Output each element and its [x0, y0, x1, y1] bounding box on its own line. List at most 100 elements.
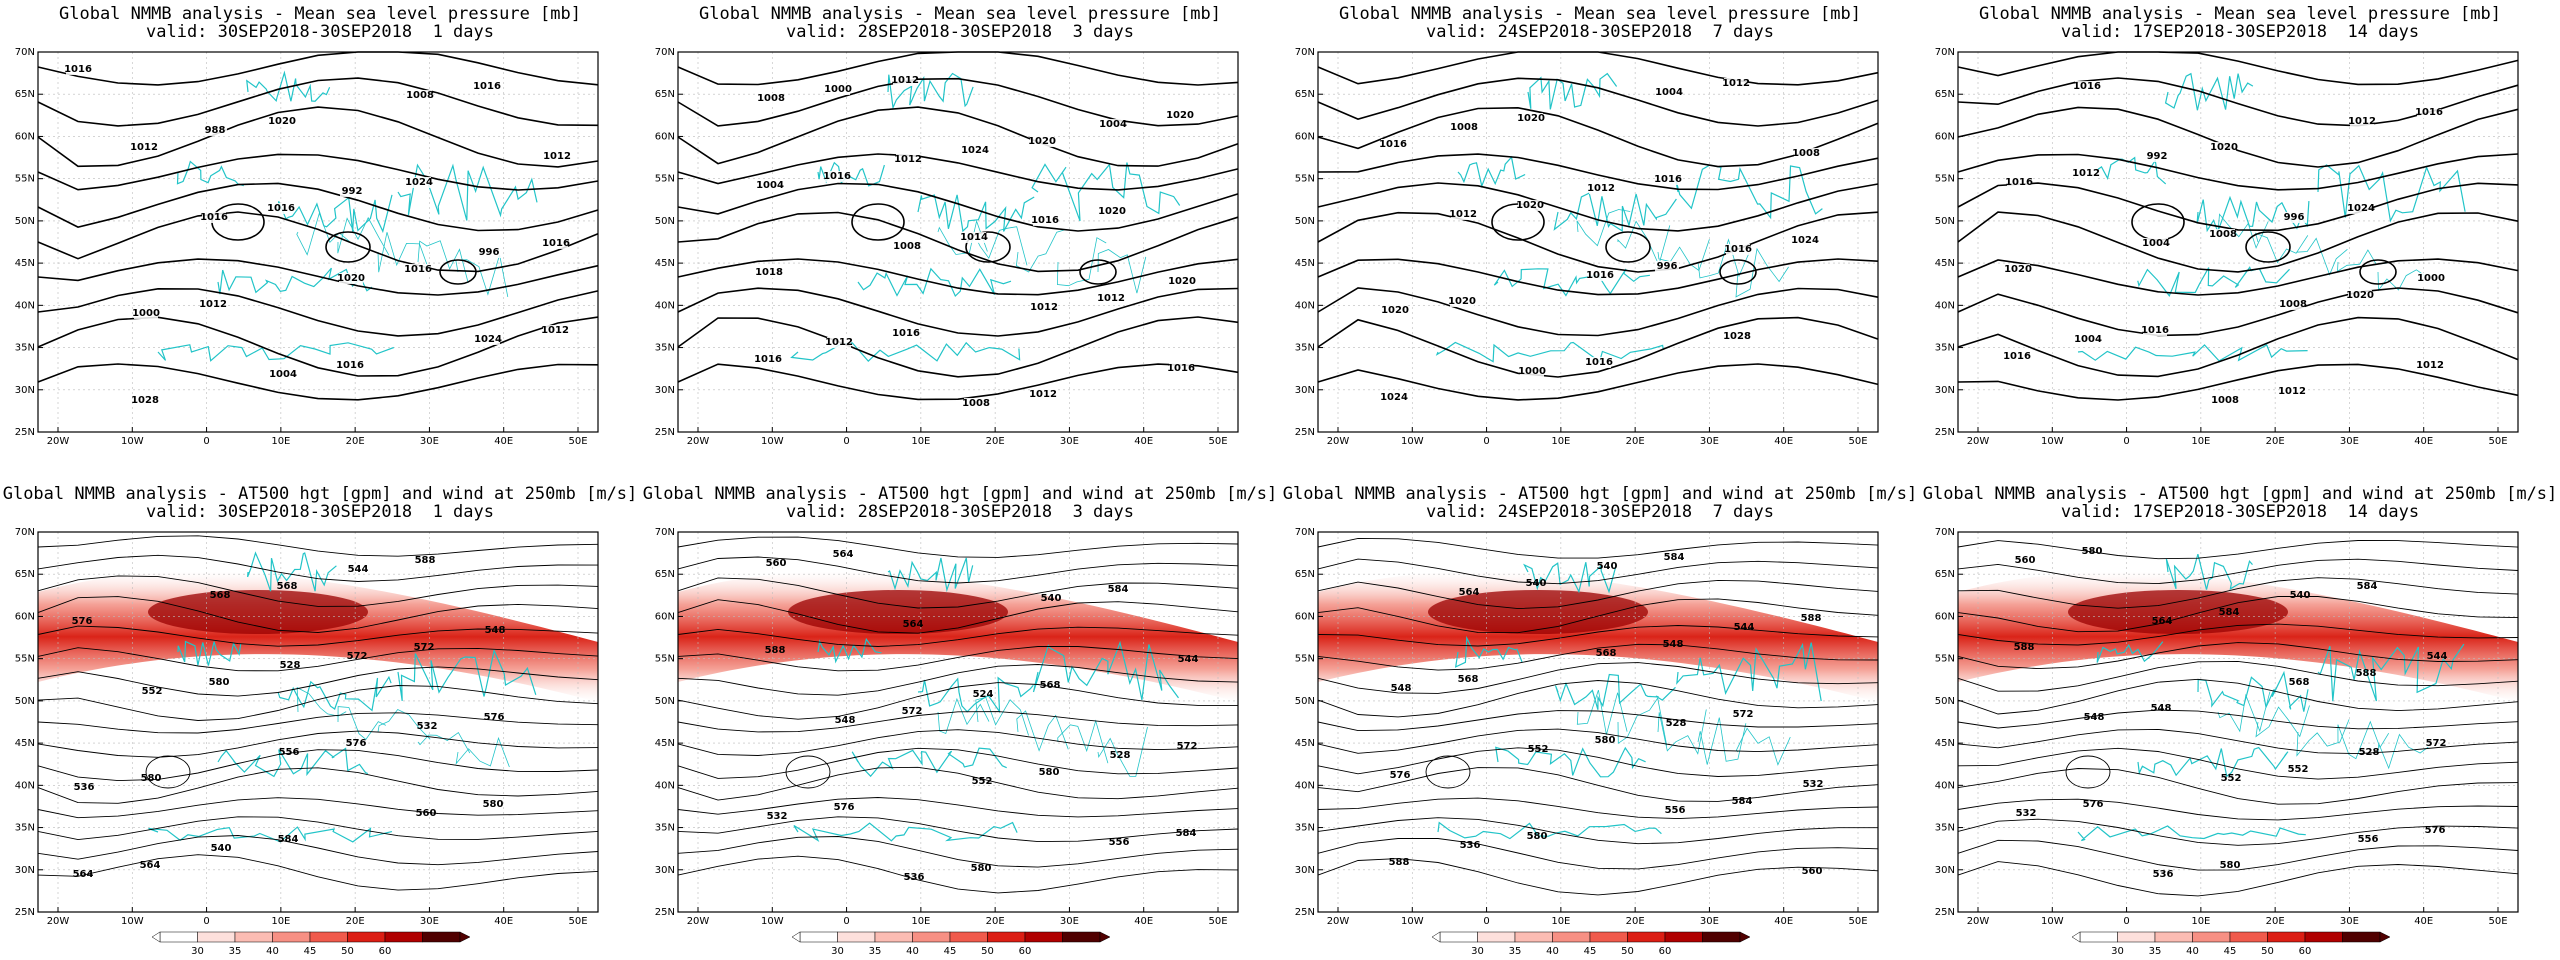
lat-label: 70N: [655, 47, 675, 58]
lon-label: 30E: [1060, 436, 1079, 445]
contour-label: 584: [1664, 552, 1685, 563]
contour-line: [37, 535, 599, 557]
map-plot: 1008 1012 1016 1020 1000 1004 1008 1012 1016 1028…: [1295, 47, 1879, 445]
contour-label-bg: [2145, 151, 2169, 162]
colorbar-tick-label: 30: [1471, 946, 1484, 956]
lat-label: 45N: [1935, 258, 1955, 269]
lat-label: 50N: [1935, 696, 1955, 707]
lat-label: 60N: [1295, 131, 1315, 142]
contour-label: 1012: [1029, 389, 1057, 400]
coastline-segment: [1031, 162, 1181, 222]
colorbar-arrow-right: [459, 931, 471, 943]
contour-label: 580: [1595, 735, 1616, 746]
contour-line: [1317, 287, 1879, 337]
contour-line: [37, 797, 599, 819]
contour-line: [37, 685, 599, 721]
contour-label-bg: [1519, 113, 1543, 124]
lon-label: 50E: [1208, 436, 1227, 445]
contour-line: [1957, 153, 2519, 191]
colorbar-swatch: [2304, 931, 2343, 943]
jet-core-shading: [2068, 590, 2288, 634]
contour-label-bg: [1725, 331, 1749, 342]
contour-label-bg: [962, 232, 986, 243]
lat-label: 55N: [1295, 174, 1315, 185]
contour-label: 568: [1040, 680, 1061, 691]
border-segment: [975, 696, 1029, 736]
contour-line: [37, 816, 599, 841]
contour-label: 1016: [404, 264, 432, 275]
contour-line: [37, 730, 599, 758]
contour-labels: 1016 988 992 996 1000 1004 1008 1012 1016 1020 102…: [64, 64, 571, 406]
lat-label: 60N: [655, 611, 675, 622]
contour-label-bg: [893, 75, 917, 86]
lon-label: 10E: [2191, 436, 2210, 445]
lat-label: 45N: [655, 738, 675, 749]
lon-label: 20W: [1327, 916, 1350, 925]
lon-label: 30E: [1700, 916, 1719, 925]
contour-label: 540: [2290, 590, 2311, 601]
closed-contour: [439, 259, 477, 285]
contour-line: [1957, 211, 2519, 273]
contour-labels: 528 532 536 540 544 548 552 556 560 564 568 572 576 5…: [2014, 546, 2448, 880]
lat-label: 35N: [1935, 343, 1955, 354]
lat-label: 30N: [1295, 865, 1315, 876]
lat-label: 50N: [15, 696, 35, 707]
contour-label: 1008: [2211, 395, 2239, 406]
contour-label: 1012: [1587, 183, 1615, 194]
lat-label: 35N: [655, 823, 675, 834]
coastline-segment: [1457, 155, 1526, 189]
contour-label: 556: [279, 747, 300, 758]
lat-label: 40N: [1935, 780, 1955, 791]
lat-label: 35N: [15, 823, 35, 834]
border-segment: [1697, 238, 1750, 279]
lat-label: 40N: [1295, 780, 1315, 791]
closed-contour: [785, 755, 831, 789]
contour-label-bg: [1450, 296, 1474, 307]
contour-label: 1016: [823, 171, 851, 182]
map-frame: [1317, 51, 1879, 433]
colorbar-swatch: [1552, 931, 1591, 943]
colorbar-tick-label: 60: [1659, 946, 1672, 956]
contour-line: [1957, 182, 2519, 232]
contour-label-bg: [1382, 392, 1406, 403]
lon-label: 50E: [2488, 916, 2507, 925]
colorbar-swatch: [912, 931, 951, 943]
colorbar-tick-label: 40: [1546, 946, 1559, 956]
contour-label: 580: [2082, 546, 2103, 557]
wind-speed-shading: [38, 571, 598, 702]
contour-line: [1317, 710, 1879, 732]
contour-label-bg: [407, 177, 431, 188]
coastline-segment: [2164, 72, 2254, 111]
lon-label: 30E: [1700, 436, 1719, 445]
contour-label: 536: [904, 872, 925, 883]
colorbar-swatch: [874, 931, 913, 943]
coastline-segment: [2165, 553, 2253, 590]
colorbar-swatch: [2229, 931, 2268, 943]
contour-line: [37, 749, 599, 782]
colorbar-arrow-right: [1739, 931, 1751, 943]
coastline-segment: [1032, 640, 1179, 701]
contour-line: [1317, 211, 1879, 273]
contour-label: 576: [484, 712, 505, 723]
contour-label: 1016: [1585, 357, 1613, 368]
border-segment: [1097, 249, 1147, 294]
contour-line: [1957, 678, 2519, 715]
contour-label: 552: [1528, 744, 1549, 755]
border-segment: [377, 708, 431, 740]
border-segment: [1617, 697, 1668, 746]
colorbar: 30 35 40 45 50 60: [2071, 931, 2391, 956]
contour-label: 996: [1657, 261, 1678, 272]
colorbar-swatch: [197, 931, 236, 943]
contour-label-bg: [477, 247, 501, 258]
contour-label: 588: [765, 645, 786, 656]
contour-label-bg: [1099, 293, 1123, 304]
map-plot: 992 996 1000 1004 1008 1012 1016 1004 1008 1012 10…: [1935, 47, 2519, 445]
map-frame: [677, 531, 1239, 913]
contour-lines: [1317, 537, 1879, 896]
panel-title: Global NMMB analysis - AT500 hgt [gpm] a…: [642, 484, 1278, 504]
coastline-segment: [2197, 670, 2309, 712]
contour-label: 1008: [893, 241, 921, 252]
contour-line: [1317, 316, 1879, 378]
coastlines: [790, 72, 1181, 362]
coastline-segment: [1676, 642, 1822, 702]
